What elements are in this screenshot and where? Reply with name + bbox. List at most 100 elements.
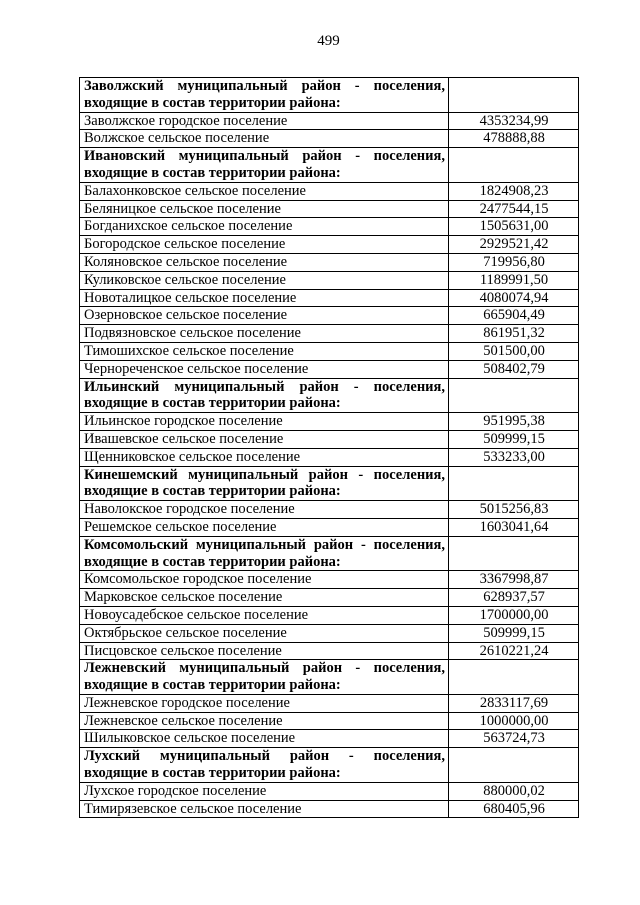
settlement-amount: 880000,02 xyxy=(448,781,579,801)
settlement-name: Озерновское сельское поселение xyxy=(79,306,449,326)
settlement-name: Шилыковское сельское поселение xyxy=(79,729,449,749)
settlement-name: Балахонковское сельское поселение xyxy=(79,181,449,201)
table-row: Лежневское сельское поселение 1000000,00 xyxy=(79,711,579,731)
settlement-amount xyxy=(448,747,579,783)
settlement-name: Новоталицкое сельское поселение xyxy=(79,288,449,308)
settlement-name: Тимошихское сельское поселение xyxy=(79,341,449,361)
settlement-amount: 1000000,00 xyxy=(448,711,579,731)
settlement-name: Лежневское городское поселение xyxy=(79,693,449,713)
table-row: Тимирязевское сельское поселение 680405,9… xyxy=(79,799,579,819)
settlement-amount xyxy=(448,659,579,695)
settlement-amount: 2833117,69 xyxy=(448,693,579,713)
table-row: Щенниковское сельское поселение 533233,00 xyxy=(79,447,579,467)
settlement-name: Комсомольское городское поселение xyxy=(79,570,449,590)
settlement-name: Ивашевское сельское поселение xyxy=(79,429,449,449)
table-row: Тимошихское сельское поселение 501500,00 xyxy=(79,341,579,361)
settlement-amount: 4353234,99 xyxy=(448,111,579,131)
table-row: Коляновское сельское поселение 719956,80 xyxy=(79,252,579,272)
table-row: Ильинское городское поселение 951995,38 xyxy=(79,412,579,431)
table-row: Писцовское сельское поселение 2610221,24 xyxy=(79,641,579,661)
settlement-amount: 951995,38 xyxy=(448,412,579,431)
settlement-amount xyxy=(448,147,579,183)
settlement-amount: 501500,00 xyxy=(448,341,579,361)
page-number: 499 xyxy=(317,33,340,49)
settlement-amount: 508402,79 xyxy=(448,359,579,379)
settlement-amount: 861951,32 xyxy=(448,324,579,343)
settlement-amount xyxy=(448,377,579,414)
settlement-amount: 3367998,87 xyxy=(448,570,579,590)
table-row: Лухское городское поселение 880000,02 xyxy=(79,781,579,801)
settlement-amount: 1189991,50 xyxy=(448,270,579,290)
settlement-amount: 1700000,00 xyxy=(448,605,579,625)
table-row: Наволокское городское поселение 5015256,8… xyxy=(79,500,579,519)
table-row: Решемское сельское поселение 1603041,64 xyxy=(79,517,579,537)
section-header-label: Заволжский муниципальный район - поселен… xyxy=(79,77,449,113)
table-row: Лежневское городское поселение 2833117,69 xyxy=(79,693,579,713)
settlement-amount: 4080074,94 xyxy=(448,288,579,308)
settlement-name: Марковское сельское поселение xyxy=(79,588,449,607)
settlement-amount: 5015256,83 xyxy=(448,500,579,519)
settlement-name: Решемское сельское поселение xyxy=(79,517,449,537)
table-row: Шилыковское сельское поселение 563724,73 xyxy=(79,729,579,749)
settlement-name: Волжское сельское поселение xyxy=(79,129,449,149)
section-header-row: Заволжский муниципальный район - поселен… xyxy=(79,77,579,113)
table-row: Богданихское сельское поселение 1505631,0… xyxy=(79,217,579,237)
settlement-name: Коляновское сельское поселение xyxy=(79,252,449,272)
table-row: Чернореченское сельское поселение 508402,… xyxy=(79,359,579,379)
settlement-name: Наволокское городское поселение xyxy=(79,500,449,519)
section-header-label: Кинешемский муниципальный район - поселе… xyxy=(79,465,449,502)
table-row: Балахонковское сельское поселение 1824908… xyxy=(79,181,579,201)
settlements-table: Заволжский муниципальный район - поселен… xyxy=(79,77,579,819)
settlement-name: Богородское сельское поселение xyxy=(79,235,449,254)
settlement-amount: 1505631,00 xyxy=(448,217,579,237)
settlement-amount: 2610221,24 xyxy=(448,641,579,661)
settlement-amount: 680405,96 xyxy=(448,799,579,819)
table-row: Ивашевское сельское поселение 509999,15 xyxy=(79,429,579,449)
table-row: Подвязновское сельское поселение 861951,3… xyxy=(79,324,579,343)
settlement-amount: 2477544,15 xyxy=(448,199,579,219)
settlement-amount: 628937,57 xyxy=(448,588,579,607)
settlement-name: Октябрьское сельское поселение xyxy=(79,623,449,643)
section-header-row: Комсомольский муниципальный район - посе… xyxy=(79,535,579,572)
section-header-label: Ильинский муниципальный район - поселени… xyxy=(79,377,449,414)
section-header-row: Ивановский муниципальный район - поселен… xyxy=(79,147,579,183)
settlement-amount xyxy=(448,77,579,113)
settlement-name: Заволжское городское поселение xyxy=(79,111,449,131)
table-row: Новоусадебское сельское поселение 1700000… xyxy=(79,605,579,625)
table-row: Богородское сельское поселение 2929521,42 xyxy=(79,235,579,254)
section-header-row: Ильинский муниципальный район - поселени… xyxy=(79,377,579,414)
settlement-amount: 1824908,23 xyxy=(448,181,579,201)
settlement-name: Писцовское сельское поселение xyxy=(79,641,449,661)
settlement-amount: 2929521,42 xyxy=(448,235,579,254)
settlement-amount xyxy=(448,465,579,502)
settlement-amount xyxy=(448,535,579,572)
table-row: Беляницкое сельское поселение 2477544,15 xyxy=(79,199,579,219)
table-row: Волжское сельское поселение 478888,88 xyxy=(79,129,579,149)
section-header-label: Ивановский муниципальный район - поселен… xyxy=(79,147,449,183)
settlement-amount: 533233,00 xyxy=(448,447,579,467)
settlement-name: Богданихское сельское поселение xyxy=(79,217,449,237)
settlement-amount: 509999,15 xyxy=(448,623,579,643)
settlement-amount: 719956,80 xyxy=(448,252,579,272)
settlement-amount: 665904,49 xyxy=(448,306,579,326)
settlement-name: Подвязновское сельское поселение xyxy=(79,324,449,343)
settlement-amount: 1603041,64 xyxy=(448,517,579,537)
section-header-row: Кинешемский муниципальный район - поселе… xyxy=(79,465,579,502)
settlement-name: Беляницкое сельское поселение xyxy=(79,199,449,219)
table-row: Заволжское городское поселение 4353234,99 xyxy=(79,111,579,131)
table-row: Комсомольское городское поселение 3367998… xyxy=(79,570,579,590)
section-header-label: Комсомольский муниципальный район - посе… xyxy=(79,535,449,572)
section-header-row: Лежневский муниципальный район - поселен… xyxy=(79,659,579,695)
settlement-amount: 563724,73 xyxy=(448,729,579,749)
section-header-label: Лежневский муниципальный район - поселен… xyxy=(79,659,449,695)
table-row: Новоталицкое сельское поселение 4080074,9… xyxy=(79,288,579,308)
settlement-amount: 509999,15 xyxy=(448,429,579,449)
section-header-label: Лухский муниципальный район - поселения,… xyxy=(79,747,449,783)
settlement-name: Лежневское сельское поселение xyxy=(79,711,449,731)
table-row: Октябрьское сельское поселение 509999,15 xyxy=(79,623,579,643)
table-row: Марковское сельское поселение 628937,57 xyxy=(79,588,579,607)
settlement-name: Куликовское сельское поселение xyxy=(79,270,449,290)
settlement-name: Ильинское городское поселение xyxy=(79,412,449,431)
section-header-row: Лухский муниципальный район - поселения,… xyxy=(79,747,579,783)
table-row: Куликовское сельское поселение 1189991,50 xyxy=(79,270,579,290)
